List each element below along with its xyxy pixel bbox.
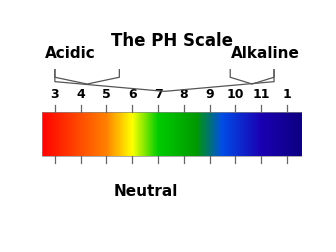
Text: 9: 9 bbox=[205, 88, 214, 101]
Text: 6: 6 bbox=[128, 88, 136, 101]
Text: Neutral: Neutral bbox=[114, 184, 178, 199]
Text: 5: 5 bbox=[102, 88, 111, 101]
Text: Alkaline: Alkaline bbox=[231, 46, 300, 61]
Text: 4: 4 bbox=[76, 88, 85, 101]
Text: Acidic: Acidic bbox=[45, 46, 95, 61]
Text: 1: 1 bbox=[283, 88, 291, 101]
Text: 8: 8 bbox=[179, 88, 188, 101]
Text: 7: 7 bbox=[154, 88, 162, 101]
Text: 11: 11 bbox=[252, 88, 270, 101]
Text: The PH Scale: The PH Scale bbox=[111, 32, 233, 50]
Text: 3: 3 bbox=[51, 88, 59, 101]
Text: 10: 10 bbox=[226, 88, 244, 101]
Bar bbox=[42, 112, 302, 156]
